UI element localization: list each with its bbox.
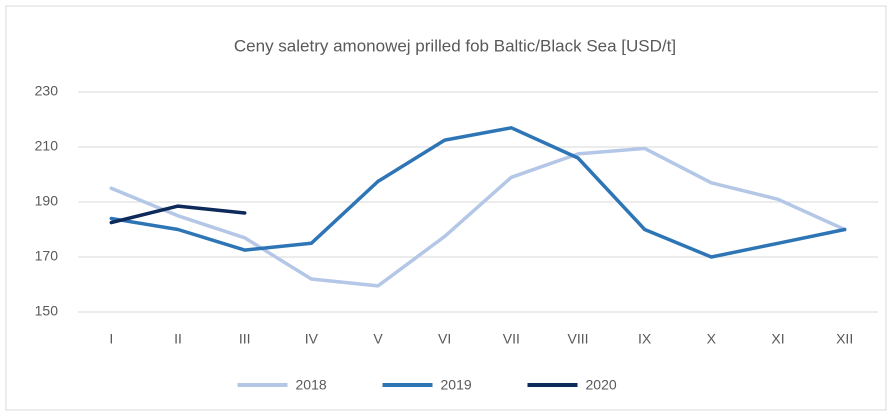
y-tick-label: 150	[35, 303, 59, 319]
y-tick-label: 170	[35, 248, 59, 264]
x-tick-label: II	[174, 331, 182, 347]
x-tick-label: XI	[771, 331, 784, 347]
series-line	[109, 126, 847, 259]
chart-border	[5, 5, 887, 411]
x-tick-label: XII	[836, 331, 853, 347]
chart-title: Ceny saletry amonowej prilled fob Baltic…	[234, 36, 676, 55]
x-tick-label: V	[373, 331, 383, 347]
y-tick-label: 230	[35, 83, 59, 99]
y-tick-label: 210	[35, 138, 59, 154]
x-tick-label: VI	[438, 331, 451, 347]
x-tick-label: VIII	[567, 331, 588, 347]
x-tick-label: IX	[638, 331, 652, 347]
series-line	[109, 146, 847, 288]
legend-label: 2018	[296, 377, 327, 393]
series-line	[109, 204, 247, 225]
x-tick-label: X	[707, 331, 717, 347]
x-tick-label: IV	[305, 331, 319, 347]
x-tick-label: VII	[503, 331, 520, 347]
x-tick-label: III	[239, 331, 251, 347]
legend-label: 2019	[441, 377, 472, 393]
x-tick-label: I	[109, 331, 113, 347]
legend-label: 2020	[586, 377, 617, 393]
y-tick-label: 190	[35, 193, 59, 209]
